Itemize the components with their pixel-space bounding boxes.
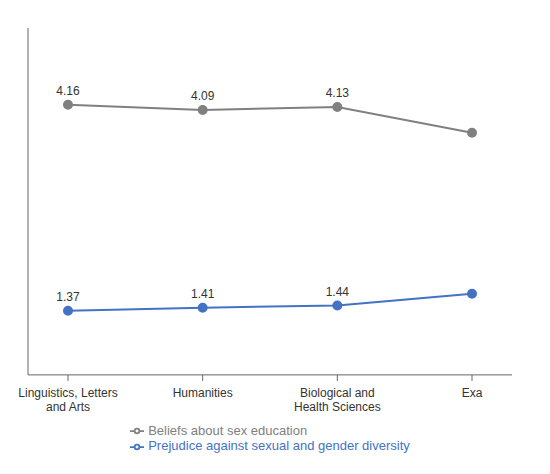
svg-text:1.37: 1.37 bbox=[56, 290, 80, 304]
svg-text:Biological andHealth Sciences: Biological andHealth Sciences bbox=[294, 386, 381, 414]
svg-text:1.41: 1.41 bbox=[191, 287, 215, 301]
svg-text:4.13: 4.13 bbox=[326, 86, 350, 100]
svg-text:4.09: 4.09 bbox=[191, 89, 215, 103]
svg-text:4.16: 4.16 bbox=[56, 84, 80, 98]
svg-text:Linguistics, Lettersand Arts: Linguistics, Lettersand Arts bbox=[18, 386, 117, 414]
svg-text:Exa: Exa bbox=[462, 386, 483, 400]
html-text:Beliefs about sex education: Beliefs about sex education bbox=[148, 422, 308, 438]
svg-text:1.44: 1.44 bbox=[326, 285, 350, 299]
html-text:Prejudice against sexual and g: Prejudice against sexual and gender dive… bbox=[148, 438, 410, 454]
svg-text:Humanities: Humanities bbox=[173, 386, 233, 400]
